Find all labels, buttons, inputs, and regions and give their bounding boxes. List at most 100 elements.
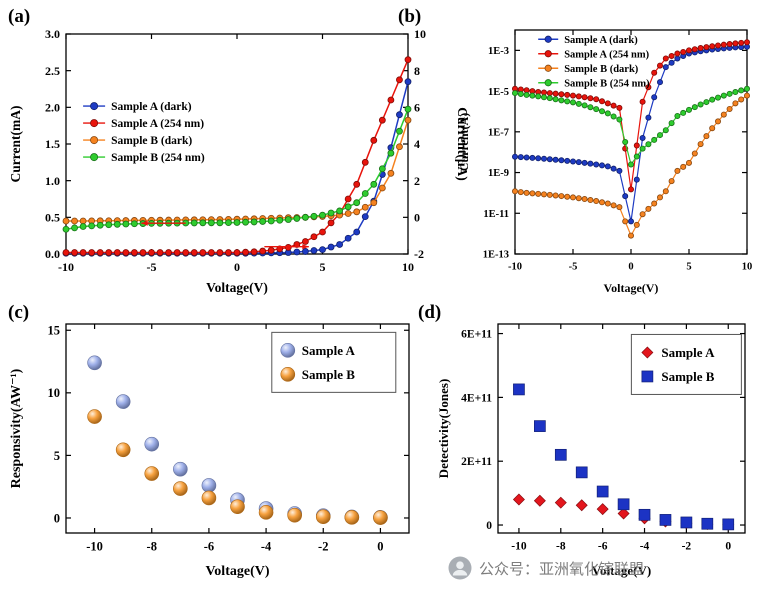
y-tick-label: 0: [486, 520, 492, 532]
axes-a: -10 -5 0 5 10 0.0 0.5 1.0 1.5 2.0 2.5 3.0 -2 0 2 4 6 8 10 V…: [8, 27, 470, 295]
y-tick-label: 0.5: [45, 211, 60, 225]
x-tick-label: -5: [147, 260, 157, 274]
y-tick-label: 15: [48, 324, 61, 338]
panel-a-svg: -10 -5 0 5 10 0.0 0.5 1.0 1.5 2.0 2.5 3.0 -2 0 2 4 6 8 10 V…: [8, 27, 470, 295]
legend-a: Sample A (dark) Sample A (254 nm) Sample B…: [83, 101, 205, 164]
x-axis-label: Voltage(V): [206, 280, 268, 295]
x-tick-label: 0: [234, 260, 240, 274]
y-tick-label: 5: [54, 449, 60, 463]
series-sample-a-254-nm-: [512, 39, 750, 193]
y2-tick-label: 8: [414, 64, 420, 78]
x-tick-label: -10: [508, 262, 522, 273]
series-sample-a-254-nm-: [62, 56, 412, 256]
x-tick-label: 5: [686, 262, 691, 273]
axis-arrow-annotation: [141, 220, 186, 226]
series-sample-b-254-nm-: [512, 85, 750, 168]
x-tick-label: -2: [318, 540, 328, 554]
y-tick-label: 0: [54, 511, 60, 525]
y-tick-label: 0.0: [45, 247, 60, 261]
y2-tick-label: 2: [414, 174, 420, 188]
panel-b-log-iv-chart: -10 -5 0 5 10 1E-3 1E-5 1E-7 1E-9 1E-11 1E-13 Volta…: [455, 0, 765, 300]
y-tick-label: 4E+11: [461, 392, 492, 404]
y-axis-label: Current(mA): [8, 106, 23, 183]
panel-label-c: (c): [8, 302, 30, 323]
panel-label-b: (b): [398, 6, 422, 27]
legend-label: Sample A (254 nm): [564, 49, 649, 60]
axes-d: -10 -8 -6 -4 -2 0 0 2E+11 4E+11 6E+11 Voltage(V) De…: [436, 323, 746, 578]
x-tick-label: -10: [86, 540, 103, 554]
legend-label: Sample B (dark): [564, 64, 639, 75]
x-tick-label: 10: [402, 260, 414, 274]
watermark: 公众号：亚洲氧化镓联盟: [448, 556, 644, 580]
y2-tick-label: 0: [414, 211, 420, 225]
x-tick-label: -4: [640, 541, 650, 553]
x-axis-label: Voltage(V): [592, 563, 651, 578]
y-tick-label: 1.5: [45, 137, 60, 151]
person-circle-icon: [448, 556, 472, 580]
y-tick-label: 6E+11: [461, 329, 492, 341]
x-tick-label: -6: [598, 541, 608, 553]
x-tick-label: -6: [204, 540, 214, 554]
series-sample-b-dark-: [512, 92, 750, 239]
y2-axis-label: Current(µA): [455, 107, 470, 181]
x-tick-label: -10: [58, 260, 74, 274]
y2-tick-label: 10: [414, 27, 426, 41]
x-tick-label: -2: [682, 541, 692, 553]
x-tick-label: 0: [725, 541, 731, 553]
y-axis-label: Current(A): [457, 113, 471, 171]
y2-tick-label: 6: [414, 101, 420, 115]
y-tick-label: 1E-3: [488, 46, 509, 57]
x-tick-label: 0: [377, 540, 383, 554]
series-sample-b: [513, 383, 735, 531]
watermark-text: 公众号：亚洲氧化镓联盟: [479, 560, 645, 578]
legend-label: Sample B: [302, 367, 355, 382]
panel-c-svg: -10 -8 -6 -4 -2 0 0 5 10 15 Voltage(V) Responsivity…: [9, 323, 410, 579]
x-tick-label: 5: [320, 260, 326, 274]
y-axis-label: Responsivity(AW⁻¹): [9, 368, 24, 488]
axes-b: -10 -5 0 5 10 1E-3 1E-5 1E-7 1E-9 1E-11 1E-13 Volta…: [457, 29, 752, 295]
y-tick-label: 1E-11: [483, 209, 509, 220]
x-tick-label: -8: [556, 541, 566, 553]
y-tick-label: 2E+11: [461, 456, 492, 468]
axes-c: -10 -8 -6 -4 -2 0 0 5 10 15 Voltage(V) Responsivity…: [9, 323, 410, 579]
legend-b: Sample A (dark) Sample A (254 nm) Sample B…: [538, 35, 650, 89]
legend-label: Sample A: [302, 343, 356, 358]
y-tick-label: 1E-5: [488, 87, 509, 98]
x-tick-label: 0: [628, 262, 633, 273]
x-axis-label: Voltage(V): [205, 564, 269, 579]
legend-label: Sample B (254 nm): [564, 78, 650, 89]
x-tick-label: -5: [569, 262, 578, 273]
legend-c: Sample A Sample B: [271, 331, 397, 393]
series-sample-b-254-nm-: [62, 105, 412, 233]
y-tick-label: 1E-9: [488, 168, 509, 179]
legend-label: Sample A (dark): [564, 35, 638, 46]
y-tick-label: 1.0: [45, 174, 60, 188]
y-tick-label: 1E-7: [488, 127, 509, 138]
legend-label: Sample B (254 nm): [111, 152, 205, 164]
panel-a-iv-chart: -10 -5 0 5 10 0.0 0.5 1.0 1.5 2.0 2.5 3.0 -2 0 2 4 6 8 10 V…: [0, 0, 470, 300]
axis-arrow-annotation: [264, 244, 309, 250]
panel-d-detectivity-chart: -10 -8 -6 -4 -2 0 0 2E+11 4E+11 6E+11 Voltage(V) De…: [428, 298, 765, 583]
x-tick-label: -8: [147, 540, 157, 554]
y-tick-label: 2.0: [45, 101, 60, 115]
y-tick-label: 1E-13: [483, 250, 509, 261]
panel-c-responsivity-chart: -10 -8 -6 -4 -2 0 0 5 10 15 Voltage(V) Responsivity…: [0, 298, 445, 583]
y-axis-label: Detectivity(Jones): [436, 379, 451, 479]
legend-d: Sample A Sample B: [630, 333, 742, 395]
y-tick-label: 10: [48, 386, 61, 400]
legend-label: Sample A (254 nm): [111, 118, 204, 130]
y2-tick-label: 4: [414, 137, 420, 151]
y-tick-label: 2.5: [45, 64, 60, 78]
legend-label: Sample A (dark): [111, 101, 192, 113]
series-sample-b: [87, 409, 388, 525]
x-tick-label: -10: [511, 541, 527, 553]
y2-tick-label: -2: [414, 247, 424, 261]
legend-label: Sample A: [661, 345, 715, 360]
y-tick-label: 3.0: [45, 27, 60, 41]
panel-d-svg: -10 -8 -6 -4 -2 0 0 2E+11 4E+11 6E+11 Voltage(V) De…: [436, 323, 746, 578]
panel-label-d: (d): [418, 302, 442, 323]
panel-label-a: (a): [8, 6, 31, 27]
x-tick-label: -4: [261, 540, 272, 554]
series-sample-b-dark-: [62, 116, 412, 225]
